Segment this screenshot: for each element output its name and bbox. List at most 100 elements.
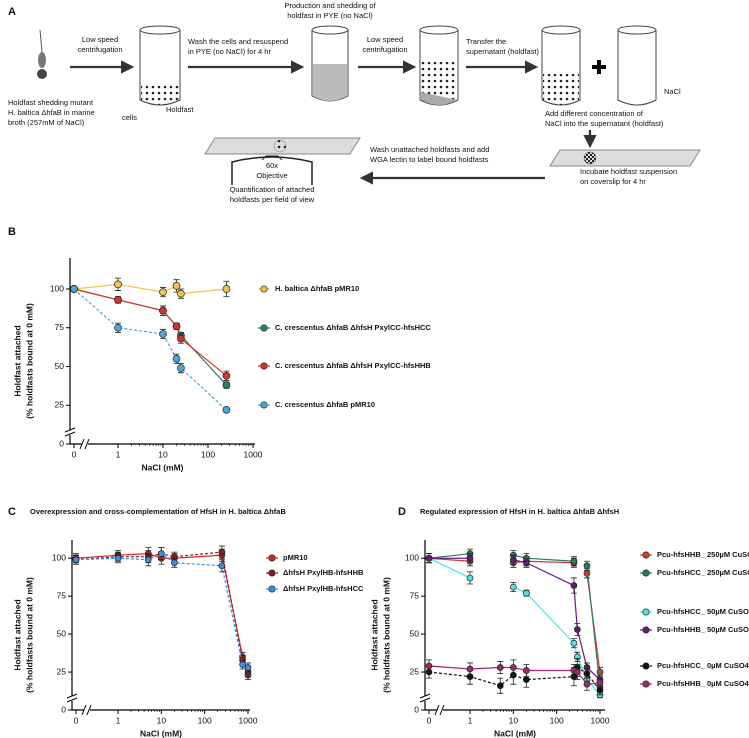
legend-label: C. crescentus ΔhfaB ΔhfsH PxylCC-hfsHCC bbox=[275, 323, 431, 332]
y-tick-label: 75 bbox=[410, 590, 420, 600]
x-tick-label: 100 bbox=[550, 715, 564, 725]
axis-break bbox=[434, 704, 445, 716]
text: Quantification of attached bbox=[229, 185, 314, 194]
x-axis-label: NaCl (mM) bbox=[141, 462, 183, 472]
data-point bbox=[114, 280, 122, 289]
panel-label: D bbox=[398, 506, 406, 518]
x-axis-label: NaCl (mM) bbox=[494, 728, 536, 738]
legend-label: Pcu-hfsHHB_ 250µM CuSO4 bbox=[657, 550, 749, 559]
data-point bbox=[573, 626, 581, 633]
legend-marker bbox=[260, 401, 268, 409]
series-line bbox=[73, 288, 227, 411]
x-tick-label: 1 bbox=[116, 449, 121, 459]
panel-label: C bbox=[8, 506, 16, 518]
data-point bbox=[466, 554, 474, 562]
data-point bbox=[218, 548, 226, 556]
icon bbox=[273, 139, 287, 153]
text: 60x bbox=[266, 161, 278, 170]
tube bbox=[541, 25, 581, 106]
tube bbox=[419, 25, 459, 106]
x-tick-label: 1000 bbox=[239, 715, 258, 725]
data-point bbox=[596, 679, 604, 687]
series-line bbox=[75, 552, 249, 669]
y-axis-label: Holdfast attached bbox=[12, 599, 22, 670]
data-point bbox=[72, 556, 80, 564]
data-point bbox=[573, 668, 581, 676]
data-point bbox=[523, 676, 530, 683]
x-tick-label: 10 bbox=[157, 715, 167, 725]
legend-label: Pcu-hfsHCC_ 0µM CuSO4 bbox=[657, 661, 749, 670]
text: Wash the cells and resuspend bbox=[188, 37, 288, 46]
series-line bbox=[428, 666, 601, 691]
data-point bbox=[509, 556, 517, 564]
data-point bbox=[496, 682, 504, 690]
data-point bbox=[218, 562, 226, 570]
text: Add different concentration of bbox=[545, 109, 644, 118]
y-tick-label: 25 bbox=[410, 666, 420, 676]
data-point bbox=[114, 554, 122, 562]
y-axis-label: Holdfast attached bbox=[12, 325, 22, 396]
legend-marker bbox=[268, 569, 276, 577]
data-point bbox=[222, 381, 231, 389]
text: in PYE (no NaCl) for 4 hr bbox=[188, 47, 271, 56]
y-tick-label: 50 bbox=[410, 628, 420, 638]
axis-break bbox=[66, 430, 74, 435]
data-point bbox=[177, 334, 185, 343]
x-tick-label: 10 bbox=[158, 449, 168, 459]
data-point bbox=[222, 406, 231, 414]
data-point bbox=[222, 285, 231, 293]
x-tick-label: 0 bbox=[427, 715, 432, 725]
panel-label: A bbox=[8, 6, 16, 18]
axis-break bbox=[419, 693, 431, 703]
data-point bbox=[509, 664, 517, 671]
y-axis-label: Holdfast attached bbox=[369, 599, 379, 670]
text: Holdfast shedding mutant bbox=[8, 98, 94, 107]
legend-label: ΔhfsH PxylHB-hfsHCC bbox=[283, 584, 364, 593]
panel-label: B bbox=[8, 226, 16, 238]
data-point bbox=[466, 665, 474, 673]
data-point bbox=[114, 323, 122, 332]
data-point bbox=[523, 559, 530, 567]
x-tick-label: 1000 bbox=[591, 715, 610, 725]
text: holdfasts per field of view bbox=[230, 195, 315, 204]
data-point bbox=[523, 589, 530, 597]
y-tick-label: 50 bbox=[57, 628, 67, 638]
data-point bbox=[496, 664, 504, 671]
text: broth (257mM of NaCl) bbox=[8, 118, 85, 127]
data-point bbox=[239, 661, 246, 668]
data-point bbox=[159, 330, 167, 338]
text: cells bbox=[122, 113, 137, 122]
legend-label: C. crescentus ΔhfaB ΔhfsH PxylCC-hfsHHB bbox=[275, 361, 431, 370]
y-tick-label: 100 bbox=[405, 552, 419, 562]
chart-title: Overexpression and cross-complementation… bbox=[30, 507, 286, 516]
data-point bbox=[425, 554, 433, 562]
legend-marker bbox=[642, 551, 650, 559]
data-point bbox=[70, 285, 78, 293]
data-point bbox=[177, 364, 185, 372]
data-point bbox=[159, 288, 167, 296]
legend-label: ΔhfsH PxylHB-hfsHHB bbox=[283, 568, 364, 577]
axis-break bbox=[81, 704, 92, 716]
tube bbox=[617, 25, 657, 106]
text: Production and shedding of bbox=[284, 1, 376, 10]
legend-marker bbox=[642, 608, 650, 616]
data-point bbox=[570, 582, 578, 589]
data-point bbox=[244, 664, 252, 671]
text: Wash unattached holdfasts and add bbox=[370, 145, 489, 154]
y-tick-label: 50 bbox=[55, 361, 65, 371]
legend-marker bbox=[642, 680, 650, 688]
legend-label: pMR10 bbox=[283, 553, 308, 562]
legend-marker bbox=[260, 362, 268, 370]
legend-marker bbox=[642, 569, 650, 577]
data-point bbox=[596, 686, 604, 694]
y-tick-label: 75 bbox=[55, 322, 65, 332]
x-tick-label: 100 bbox=[201, 449, 215, 459]
x-tick-label: 0 bbox=[72, 449, 77, 459]
text: Incubate holdfast suspension bbox=[580, 167, 677, 176]
series-line bbox=[73, 283, 227, 295]
axis-break bbox=[66, 693, 78, 703]
x-tick-label: 1 bbox=[116, 715, 121, 725]
x-tick-label: 10 bbox=[509, 715, 519, 725]
data-point bbox=[466, 574, 474, 582]
text: centrifugation bbox=[77, 45, 122, 54]
